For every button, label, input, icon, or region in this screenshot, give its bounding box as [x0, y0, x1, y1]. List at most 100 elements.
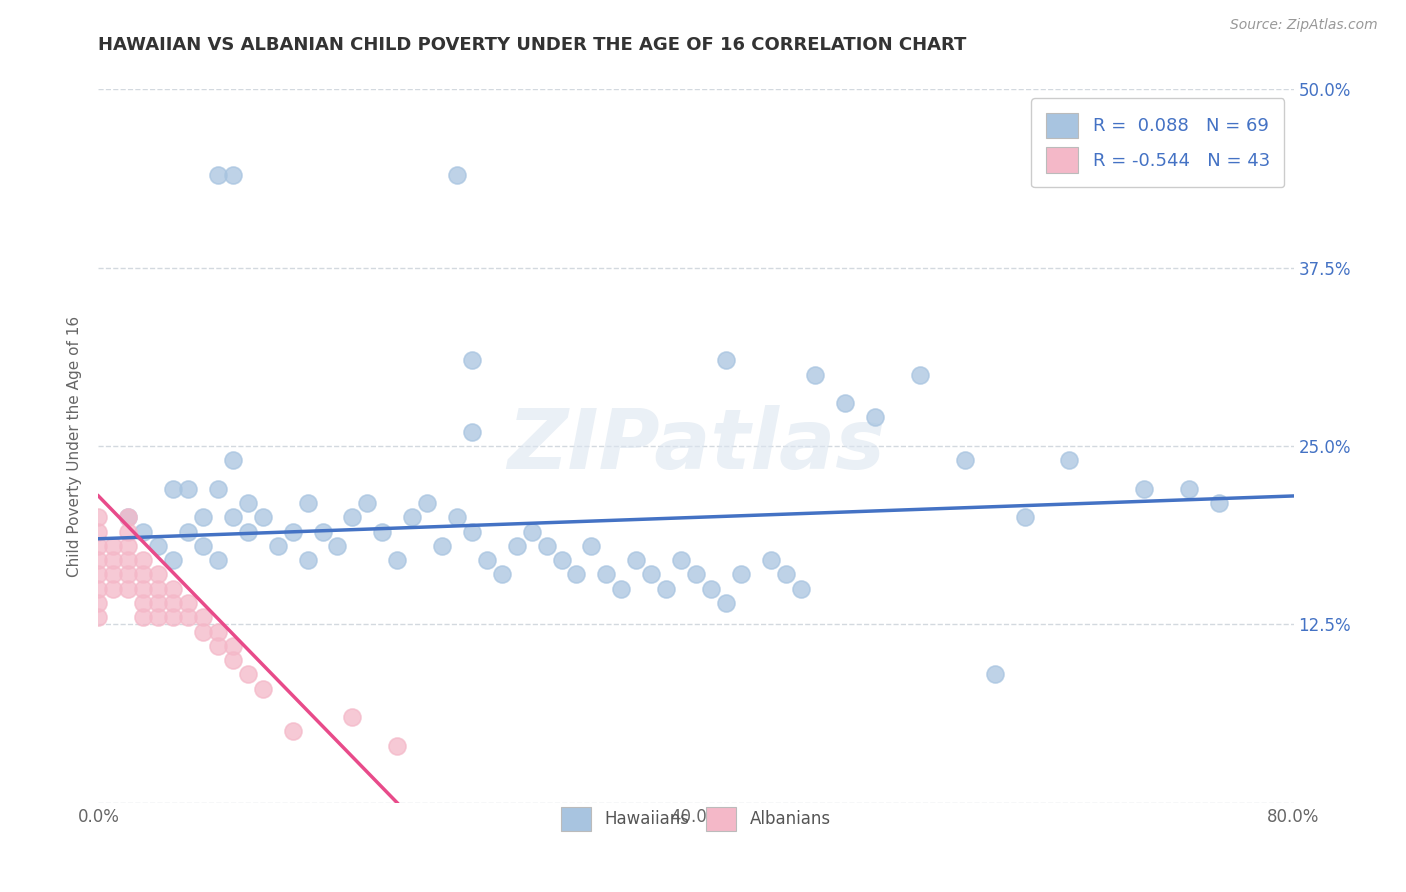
Point	[132, 524, 155, 539]
Point	[207, 639, 229, 653]
Point	[581, 539, 603, 553]
Point	[565, 567, 588, 582]
Point	[311, 524, 333, 539]
Point	[162, 610, 184, 624]
Point	[222, 639, 245, 653]
Point	[1014, 510, 1036, 524]
Point	[475, 553, 498, 567]
Point	[207, 553, 229, 567]
Point	[595, 567, 617, 582]
Point	[87, 567, 110, 582]
Point	[132, 610, 155, 624]
Point	[461, 425, 484, 439]
Point	[640, 567, 662, 582]
Point	[148, 610, 170, 624]
Point	[207, 482, 229, 496]
Point	[1133, 482, 1156, 496]
Text: ZIPatlas: ZIPatlas	[508, 406, 884, 486]
Point	[789, 582, 811, 596]
Point	[162, 482, 184, 496]
Point	[669, 553, 692, 567]
Point	[804, 368, 827, 382]
Point	[626, 553, 648, 567]
Point	[87, 582, 110, 596]
Point	[87, 524, 110, 539]
Point	[162, 553, 184, 567]
Point	[281, 724, 304, 739]
Point	[865, 410, 887, 425]
Point	[700, 582, 723, 596]
Point	[430, 539, 453, 553]
Point	[385, 739, 409, 753]
Point	[536, 539, 558, 553]
Point	[342, 510, 364, 524]
Point	[191, 539, 214, 553]
Point	[461, 524, 484, 539]
Point	[759, 553, 782, 567]
Point	[461, 353, 484, 368]
Point	[401, 510, 423, 524]
Point	[1059, 453, 1081, 467]
Point	[342, 710, 364, 724]
Point	[177, 482, 200, 496]
Point	[148, 582, 170, 596]
Point	[191, 610, 214, 624]
Text: Source: ZipAtlas.com: Source: ZipAtlas.com	[1230, 18, 1378, 32]
Point	[371, 524, 394, 539]
Point	[834, 396, 856, 410]
Point	[1178, 482, 1201, 496]
Point	[191, 624, 214, 639]
Point	[236, 496, 259, 510]
Point	[148, 567, 170, 582]
Point	[117, 567, 139, 582]
Point	[117, 510, 139, 524]
Point	[117, 539, 139, 553]
Point	[236, 524, 259, 539]
Point	[103, 567, 125, 582]
Point	[356, 496, 378, 510]
Point	[132, 553, 155, 567]
Point	[222, 653, 245, 667]
Point	[252, 681, 274, 696]
Point	[252, 510, 274, 524]
Point	[655, 582, 678, 596]
Point	[730, 567, 752, 582]
Point	[908, 368, 931, 382]
Point	[103, 582, 125, 596]
Point	[207, 624, 229, 639]
Point	[222, 168, 245, 182]
Point	[117, 510, 139, 524]
Point	[610, 582, 633, 596]
Y-axis label: Child Poverty Under the Age of 16: Child Poverty Under the Age of 16	[67, 316, 83, 576]
Point	[714, 596, 737, 610]
Point	[117, 582, 139, 596]
Point	[1208, 496, 1230, 510]
Legend: Hawaiians, Albanians: Hawaiians, Albanians	[554, 800, 838, 838]
Point	[87, 539, 110, 553]
Point	[148, 596, 170, 610]
Point	[177, 596, 200, 610]
Point	[506, 539, 529, 553]
Point	[162, 596, 184, 610]
Point	[416, 496, 439, 510]
Point	[685, 567, 707, 582]
Point	[953, 453, 976, 467]
Point	[520, 524, 543, 539]
Point	[87, 510, 110, 524]
Point	[177, 524, 200, 539]
Point	[117, 553, 139, 567]
Point	[326, 539, 349, 553]
Point	[236, 667, 259, 681]
Point	[775, 567, 797, 582]
Point	[103, 539, 125, 553]
Point	[550, 553, 572, 567]
Point	[132, 582, 155, 596]
Point	[162, 582, 184, 596]
Point	[117, 524, 139, 539]
Point	[177, 610, 200, 624]
Point	[446, 168, 468, 182]
Point	[132, 596, 155, 610]
Point	[103, 553, 125, 567]
Point	[87, 596, 110, 610]
Point	[148, 539, 170, 553]
